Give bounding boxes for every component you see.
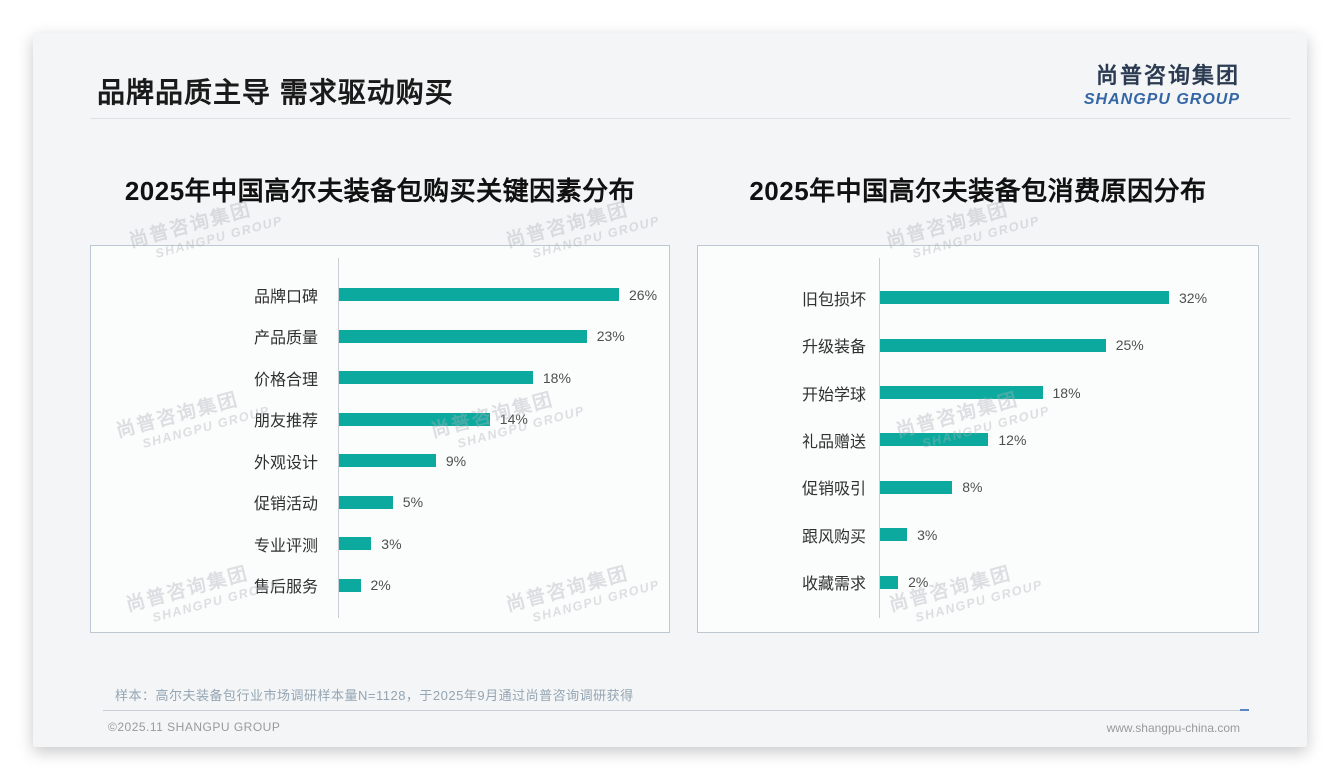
value-label: 23%: [596, 328, 625, 345]
category-label: 外观设计: [253, 454, 318, 472]
chart-title-right: 2025年中国高尔夫装备包消费原因分布: [749, 176, 1207, 206]
category-label: 产品质量: [253, 330, 318, 348]
bar: [339, 371, 533, 385]
category-label: 品牌口碑: [253, 288, 318, 306]
chart-row: 专业评测 3%: [91, 532, 669, 556]
chart-row: 收藏需求 2%: [698, 570, 1258, 594]
brand-logo: 尚普咨询集团 SHANGPU GROUP: [1084, 58, 1240, 109]
copyright-text: ©2025.11 SHANGPU GROUP: [108, 720, 281, 734]
bar: [880, 291, 1169, 305]
value-label: 25%: [1115, 337, 1144, 354]
chart-title-left: 2025年中国高尔夫装备包购买关键因素分布: [124, 176, 636, 206]
category-label: 开始学球: [801, 386, 866, 404]
category-label: 促销吸引: [801, 481, 866, 499]
brand-logo-en: SHANGPU GROUP: [1083, 91, 1240, 108]
chart-row: 售后服务 2%: [91, 573, 669, 597]
bar: [339, 495, 393, 509]
value-label: 9%: [445, 452, 467, 469]
axis-line: [338, 258, 339, 618]
sample-note: 样本：高尔夫装备包行业市场调研样本量N=1128，于2025年9月通过尚普咨询调…: [115, 688, 634, 703]
category-label: 升级装备: [801, 339, 866, 357]
header-divider: [90, 118, 1290, 119]
value-label: 3%: [381, 535, 402, 552]
value-label: 2%: [370, 577, 391, 594]
bar: [339, 412, 490, 426]
bar: [339, 454, 436, 468]
category-label: 旧包损坏: [801, 291, 866, 309]
chart-row: 旧包损坏 32%: [698, 286, 1258, 310]
chart-row: 价格合理 18%: [91, 366, 669, 390]
value-label: 2%: [908, 574, 929, 591]
bar: [880, 528, 908, 542]
value-label: 3%: [917, 526, 938, 543]
value-label: 26%: [629, 286, 658, 303]
value-label: 12%: [998, 431, 1027, 448]
bar-chart-left: 品牌口碑 26% 产品质量 23% 价格合理 18% 朋友推荐 14% 外观设计 9% 促销活动 5%…: [91, 274, 669, 606]
value-label: 18%: [1052, 384, 1081, 401]
bar: [339, 578, 361, 592]
footer-divider-accent: [1240, 709, 1249, 711]
value-label: 18%: [542, 369, 571, 386]
value-label: 14%: [499, 411, 528, 428]
bar: [339, 288, 619, 302]
value-label: 32%: [1179, 289, 1208, 306]
chart-row: 促销活动 5%: [91, 490, 669, 514]
chart-row: 外观设计 9%: [91, 449, 669, 473]
bar: [880, 480, 953, 494]
bar-chart-right: 旧包损坏 32% 升级装备 25% 开始学球 18% 礼品赠送 12% 促销吸引 8% 跟风购买 3%…: [698, 274, 1258, 606]
chart-row: 产品质量 23%: [91, 324, 669, 348]
chart-row: 礼品赠送 12%: [698, 428, 1258, 452]
bar: [880, 433, 989, 447]
chart-row: 朋友推荐 14%: [91, 407, 669, 431]
website-url: www.shangpu-china.com: [1106, 721, 1240, 735]
bar: [880, 338, 1106, 352]
axis-line: [879, 258, 880, 618]
category-label: 收藏需求: [801, 576, 866, 594]
page-title: 品牌品质主导 需求驱动购买: [97, 77, 454, 108]
chart-row: 品牌口碑 26%: [91, 283, 669, 307]
bar: [339, 329, 587, 343]
chart-row: 升级装备 25%: [698, 333, 1258, 357]
footer-divider: [103, 710, 1240, 711]
category-label: 促销活动: [253, 496, 318, 514]
category-label: 礼品赠送: [801, 433, 866, 451]
category-label: 跟风购买: [801, 528, 866, 546]
value-label: 8%: [962, 479, 983, 496]
category-label: 售后服务: [253, 579, 318, 597]
chart-row: 跟风购买 3%: [698, 523, 1258, 547]
bar: [339, 537, 372, 551]
bar: [880, 575, 899, 589]
category-label: 价格合理: [253, 371, 318, 389]
value-label: 5%: [402, 494, 424, 511]
chart-row: 促销吸引 8%: [698, 475, 1258, 499]
chart-row: 开始学球 18%: [698, 381, 1258, 405]
report-card: 品牌品质主导 需求驱动购买 尚普咨询集团 SHANGPU GROUP 2025年…: [33, 33, 1307, 747]
chart-panel-right: 旧包损坏 32% 升级装备 25% 开始学球 18% 礼品赠送 12% 促销吸引 8% 跟风购买 3%…: [697, 245, 1259, 633]
bar: [880, 386, 1043, 400]
brand-logo-cn: 尚普咨询集团: [1095, 63, 1240, 88]
category-label: 专业评测: [253, 537, 318, 555]
chart-panel-left: 品牌口碑 26% 产品质量 23% 价格合理 18% 朋友推荐 14% 外观设计 9% 促销活动 5%…: [90, 245, 670, 633]
category-label: 朋友推荐: [253, 413, 318, 431]
